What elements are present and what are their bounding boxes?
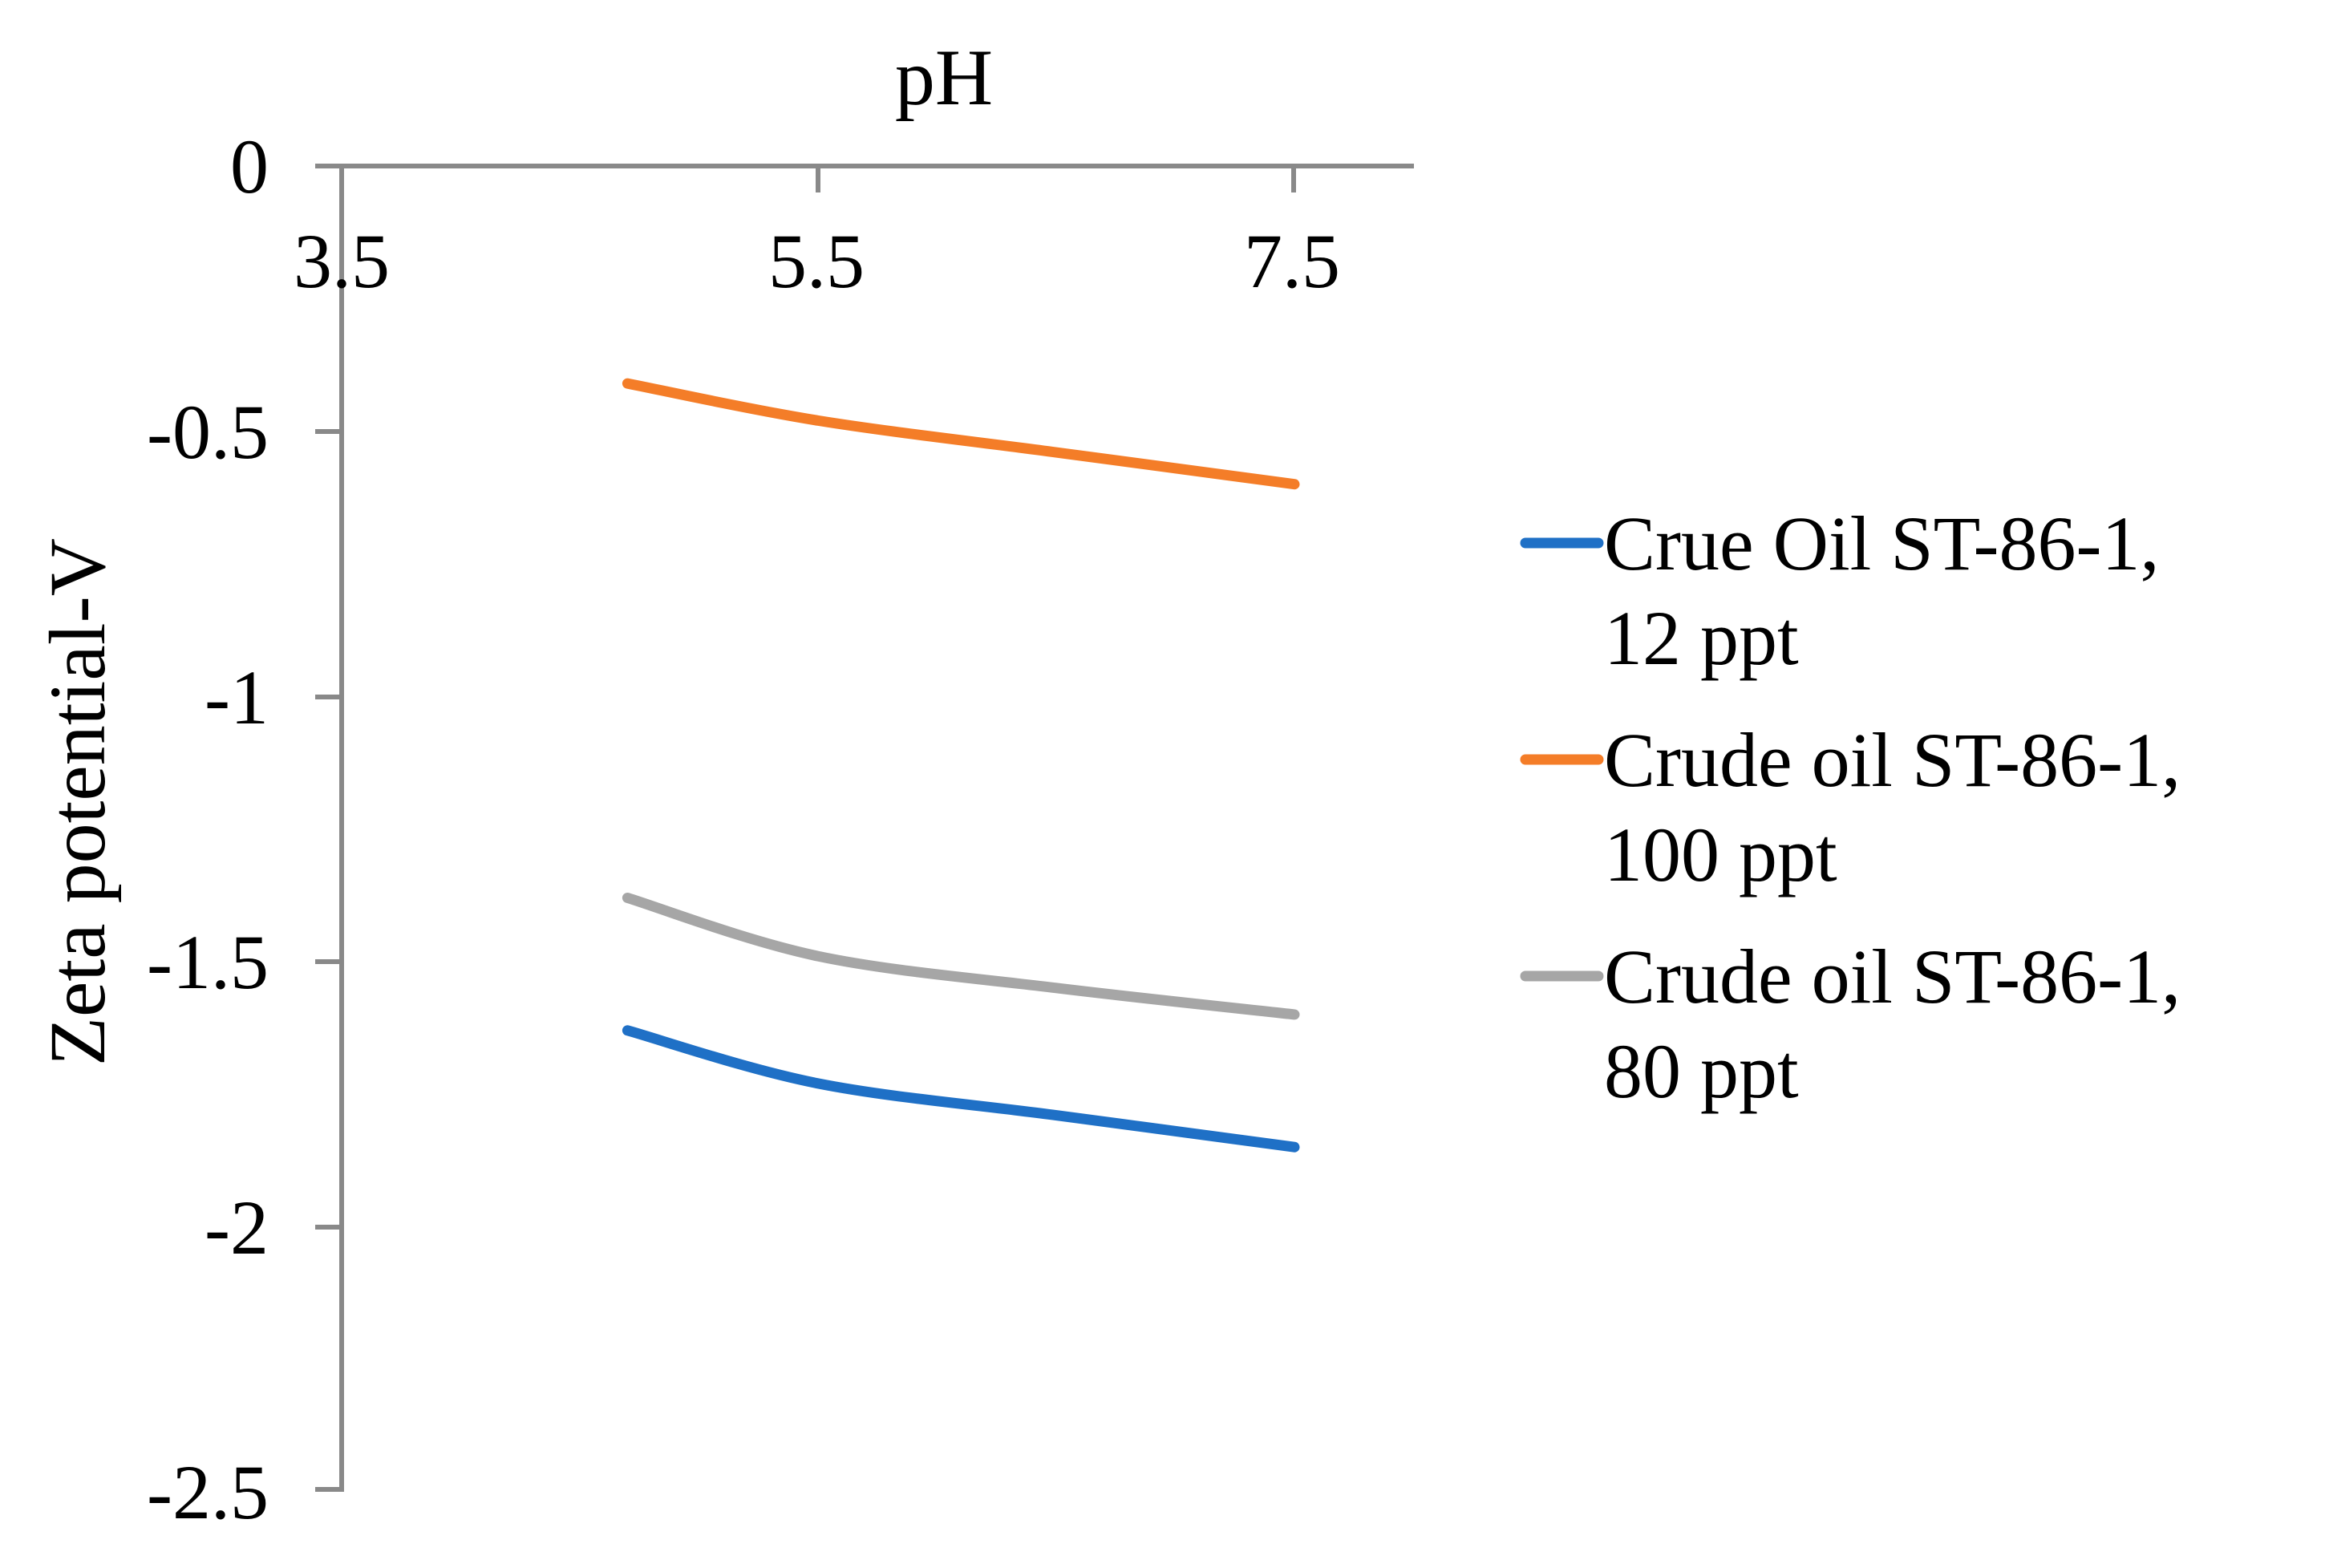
- series-lines: [622, 378, 1300, 1153]
- legend-item: Crude oil ST-86-1, 80 ppt: [1520, 934, 2181, 1114]
- legend-label: 12 ppt: [1604, 595, 1799, 681]
- y-axis-ticks: [315, 429, 342, 1492]
- y-axis-title: Zeta potential-V: [33, 538, 122, 1066]
- x-tick-label: 3.5: [294, 218, 390, 304]
- y-tick-label: -2.5: [147, 1449, 269, 1535]
- legend-item: Crude oil ST-86-1, 100 ppt: [1520, 717, 2181, 897]
- x-axis-ticks: [816, 166, 1296, 192]
- legend-item: Crue Oil ST-86-1, 12 ppt: [1520, 500, 2159, 681]
- y-tick-labels: 0 -0.5 -1 -1.5 -2 -2.5: [147, 124, 269, 1535]
- legend-label: 100 ppt: [1604, 812, 1837, 897]
- x-tick-label: 5.5: [768, 218, 865, 304]
- legend-label: Crude oil ST-86-1,: [1604, 717, 2181, 803]
- y-tick-label: -1: [205, 654, 269, 740]
- y-tick-label: -0.5: [147, 389, 269, 475]
- legend: Crue Oil ST-86-1, 12 ppt Crude oil ST-86…: [1520, 500, 2181, 1114]
- axes: [315, 164, 1414, 1492]
- series-line-crue-oil-12ppt: [622, 1025, 1300, 1153]
- legend-label: 80 ppt: [1604, 1028, 1799, 1114]
- x-tick-labels: 3.5 5.5 7.5: [294, 218, 1340, 304]
- legend-label: Crue Oil ST-86-1,: [1604, 500, 2159, 586]
- series-line-crude-oil-100ppt: [622, 378, 1300, 490]
- y-tick-label: -1.5: [147, 919, 269, 1005]
- y-tick-label: 0: [230, 124, 269, 209]
- x-axis-title: pH: [895, 33, 993, 122]
- y-tick-label: -2: [205, 1185, 269, 1270]
- legend-label: Crude oil ST-86-1,: [1604, 934, 2181, 1019]
- series-line-crude-oil-80ppt: [622, 892, 1300, 1020]
- x-tick-label: 7.5: [1244, 218, 1340, 304]
